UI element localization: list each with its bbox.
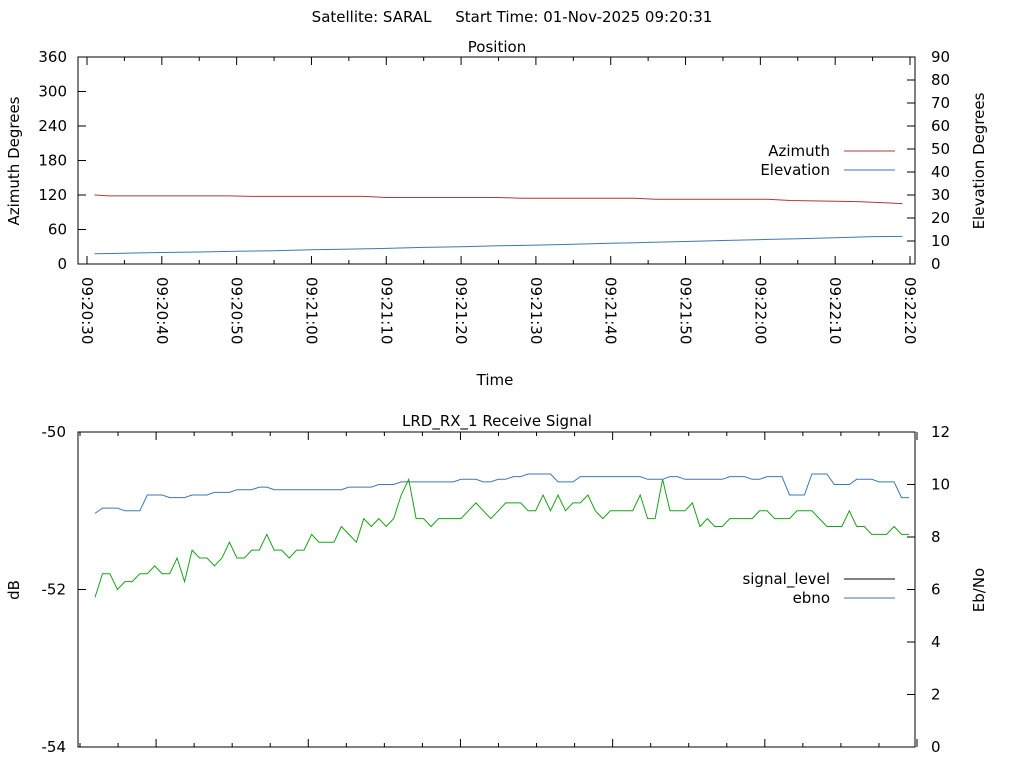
y2-tick-label: 50 [931,140,950,158]
x-tick-label: 09:21:40 [602,277,620,344]
series-line-azimuth [94,194,903,205]
signal-axis-ticks: -54 -52 -50 0 2 4 6 8 10 12 [42,423,951,756]
signal-title: LRD_RX_1 Receive Signal [402,412,592,431]
y2-tick-label: 6 [931,581,941,599]
legend-label-ebno: ebno [793,589,830,607]
y-tick-label: -52 [42,581,67,599]
y2-tick-label: 12 [931,423,950,441]
y2-tick-label: 20 [931,209,950,227]
x-tick-label: 09:21:20 [452,277,470,344]
y-tick-label: 360 [38,48,67,66]
y2-tick-label: 4 [931,633,941,651]
y2-tick-label: 40 [931,163,950,181]
signal-series [94,473,909,598]
signal-y2-label: Eb/No [970,568,988,612]
y2-tick-label: 0 [931,738,941,756]
position-y2-label: Elevation Degrees [970,92,988,229]
y2-tick-label: 0 [931,255,941,273]
position-axis-ticks: 0 60 120 180 240 300 360 0 10 20 30 40 50 60 70 80 90 09:… [38,48,950,344]
series-line-unlabeled-2 [94,477,909,598]
x-tick-label: 09:20:40 [153,277,171,344]
x-tick-label: 09:21:00 [302,277,320,344]
position-legend: Azimuth Elevation [760,142,895,179]
legend-label-elevation: Elevation [760,161,830,179]
y-tick-label: 180 [38,152,67,170]
y-tick-label: 300 [38,83,67,101]
legend-label-signal-level: signal_level [742,570,830,589]
position-chart: Position 0 60 120 180 240 300 360 0 10 20 30 40 50 60… [5,38,988,389]
x-tick-label: 09:20:30 [78,277,96,344]
position-series [94,194,903,255]
position-y-label: Azimuth Degrees [5,96,23,225]
y-tick-label: -54 [42,738,67,756]
y2-tick-label: 90 [931,48,950,66]
x-tick-label: 09:21:30 [527,277,545,344]
x-tick-label: 09:22:10 [826,277,844,344]
series-line-ebno [94,473,909,514]
page-header: Satellite: SARAL Start Time: 01-Nov-2025… [312,8,713,26]
series-line-elevation [94,235,903,255]
y2-tick-label: 80 [931,71,950,89]
position-title: Position [468,38,526,56]
y-tick-label: 240 [38,117,67,135]
y2-tick-label: 70 [931,94,950,112]
x-tick-label: 09:21:10 [377,277,395,344]
y2-tick-label: 60 [931,117,950,135]
y2-tick-label: 8 [931,528,941,546]
y-tick-label: 0 [57,255,67,273]
y2-tick-label: 10 [931,232,950,250]
y-tick-label: 120 [38,186,67,204]
legend-label-azimuth: Azimuth [768,142,830,160]
position-x-label: Time [476,371,514,389]
x-tick-label: 09:22:20 [901,277,919,344]
signal-legend: signal_level ebno [742,570,895,607]
y2-tick-label: 10 [931,476,950,494]
y-tick-label: -50 [42,423,67,441]
receive-signal-chart: LRD_RX_1 Receive Signal -54 -52 -50 0 2 4 6 8 10… [5,412,988,756]
signal-y-label: dB [5,580,23,600]
y2-tick-label: 2 [931,686,941,704]
y2-tick-label: 30 [931,186,950,204]
y-tick-label: 60 [48,221,67,239]
x-tick-label: 09:20:50 [228,277,246,344]
x-tick-label: 09:21:50 [677,277,695,344]
signal-plot-frame [77,431,916,748]
x-tick-label: 09:22:00 [751,277,769,344]
